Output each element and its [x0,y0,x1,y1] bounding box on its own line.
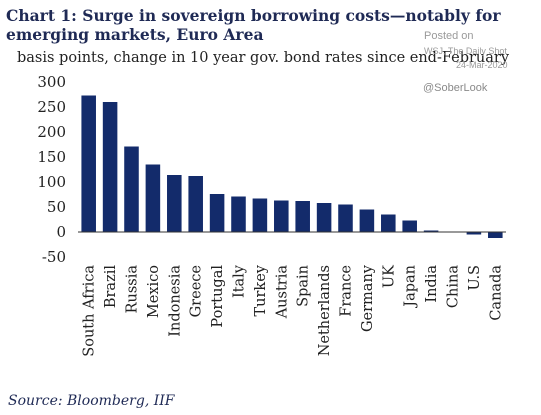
y-tick-label: 150 [37,148,66,166]
x-tick-label: UK [381,264,397,288]
x-tick-label: Turkey [253,264,269,316]
x-tick-label: Portugal [210,265,226,328]
bar-india [423,230,439,232]
x-tick-label: Indonesia [167,265,183,337]
x-tick-label: Greece [189,265,205,317]
y-tick-label: 100 [37,173,66,191]
bar-mexico [145,164,161,232]
y-tick-label: -50 [42,248,66,266]
x-tick-label: France [339,265,355,317]
y-tick-label: 0 [56,223,66,241]
x-tick-label: China [446,265,462,308]
source-note: Source: Bloomberg, IIF [8,393,175,409]
bar-indonesia [167,175,182,232]
watermark-handle: @SoberLook [423,82,488,94]
x-tick-label: Italy [232,264,248,298]
watermark-date: 24-Mar-2020 [456,60,508,70]
x-tick-label: South Africa [82,265,98,357]
x-tick-label: Mexico [146,265,162,318]
y-tick-label: 50 [47,198,66,216]
bar-canada [488,232,503,238]
bar-austria [274,200,289,232]
chart-title: Chart 1: Surge in sovereign borrowing co… [6,6,501,44]
bar-russia [124,146,139,232]
bar-greece [188,176,203,232]
bar-italy [231,196,246,232]
bar-netherlands [316,203,332,232]
x-tick-label: Spain [296,265,312,307]
x-tick-label: Brazil [103,265,119,309]
x-tick-label: Russia [125,265,141,314]
x-tick-label: Netherlands [317,265,333,356]
y-tick-label: 200 [37,123,66,141]
watermark-posted: Posted on [424,30,474,42]
bar-portugal [209,194,225,232]
bar-spain [295,201,310,232]
bar-brazil [102,102,118,232]
watermark-source: WSJ, The Daily Shot [424,46,507,56]
x-tick-label: Canada [488,265,504,321]
x-tick-label: Austria [274,265,290,320]
chart-subtitle: basis points, change in 10 year gov. bon… [17,50,510,66]
x-tick-label: Germany [360,264,376,332]
x-tick-label: India [424,265,440,303]
bar-japan [402,220,417,232]
x-tick-label: U.S [467,265,483,290]
bar-south-africa [81,95,96,232]
y-tick-label: 300 [37,73,66,91]
bar-uk [381,214,396,232]
bar-u-s [466,232,482,235]
bar-france [338,204,353,232]
x-tick-label: Japan [403,265,419,309]
y-tick-label: 250 [37,98,66,116]
bar-germany [359,209,375,232]
bar-turkey [252,198,268,232]
